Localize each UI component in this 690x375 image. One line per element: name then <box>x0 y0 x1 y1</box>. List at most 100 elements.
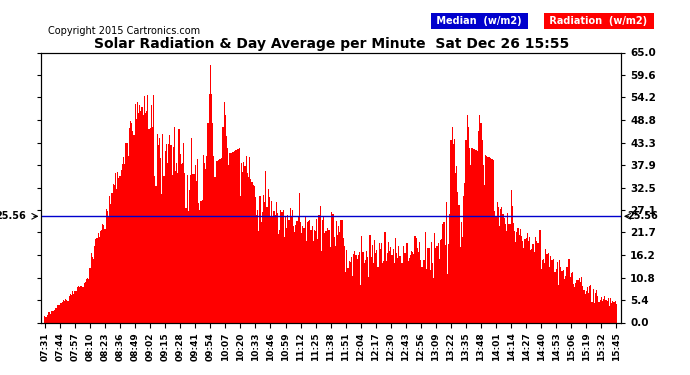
Bar <box>337 235 338 322</box>
Bar <box>526 232 528 322</box>
Bar <box>338 226 339 322</box>
Bar <box>141 108 143 322</box>
Bar <box>195 165 196 322</box>
Bar <box>365 260 366 322</box>
Bar <box>405 253 406 322</box>
Bar <box>588 293 589 322</box>
Bar <box>497 207 499 322</box>
Bar <box>603 299 604 322</box>
Bar <box>549 267 550 322</box>
Bar <box>55 309 56 322</box>
Bar <box>132 131 133 322</box>
Bar <box>339 232 340 322</box>
Bar <box>552 260 553 322</box>
Bar <box>559 260 560 322</box>
Bar <box>277 213 278 322</box>
Bar <box>355 255 357 322</box>
Bar <box>50 314 51 322</box>
Bar <box>586 291 587 322</box>
Bar <box>112 183 114 322</box>
Bar <box>437 243 439 322</box>
Bar <box>183 142 184 322</box>
Bar <box>501 207 502 322</box>
Bar <box>610 298 611 322</box>
Bar <box>119 176 121 322</box>
Bar <box>382 262 383 322</box>
Bar <box>48 312 49 322</box>
Text: Median  (w/m2): Median (w/m2) <box>433 16 525 26</box>
Bar <box>290 216 292 322</box>
Bar <box>573 284 574 322</box>
Bar <box>212 123 213 322</box>
Bar <box>381 243 382 322</box>
Bar <box>598 302 600 322</box>
Bar <box>458 205 460 322</box>
Bar <box>494 211 495 322</box>
Bar <box>126 143 128 322</box>
Bar <box>47 315 48 322</box>
Bar <box>285 217 286 322</box>
Bar <box>333 237 335 322</box>
Bar <box>189 190 190 322</box>
Bar <box>51 311 52 322</box>
Bar <box>300 222 301 322</box>
Bar <box>524 239 526 322</box>
Bar <box>515 242 516 322</box>
Bar <box>299 193 300 322</box>
Bar <box>87 278 88 322</box>
Bar <box>464 183 465 322</box>
Bar <box>489 157 490 322</box>
Bar <box>265 171 266 322</box>
Bar <box>455 173 456 322</box>
Bar <box>398 246 400 322</box>
Bar <box>77 287 78 322</box>
Bar <box>495 217 497 322</box>
Bar <box>477 151 478 322</box>
Bar <box>345 273 346 322</box>
Bar <box>191 138 193 322</box>
Bar <box>172 147 174 322</box>
Bar <box>199 210 201 322</box>
Bar <box>66 300 68 322</box>
Bar <box>346 250 347 322</box>
Bar <box>57 305 58 322</box>
Bar <box>83 284 85 322</box>
Bar <box>100 231 101 322</box>
Bar <box>454 139 455 322</box>
Bar <box>186 175 188 322</box>
Bar <box>461 222 462 322</box>
Bar <box>80 286 81 322</box>
Bar <box>78 286 79 322</box>
Bar <box>217 160 218 322</box>
Bar <box>537 243 538 322</box>
Bar <box>589 286 591 322</box>
Bar <box>227 148 228 322</box>
Bar <box>486 156 487 322</box>
Bar <box>313 241 314 322</box>
Bar <box>110 204 111 322</box>
Bar <box>528 242 529 322</box>
Bar <box>609 306 610 322</box>
Bar <box>451 127 453 322</box>
Bar <box>328 230 329 322</box>
Bar <box>282 212 283 322</box>
Bar <box>116 189 117 322</box>
Bar <box>90 254 92 322</box>
Bar <box>465 140 466 322</box>
Bar <box>462 237 463 322</box>
Bar <box>167 163 168 322</box>
Bar <box>235 150 237 322</box>
Bar <box>188 211 189 322</box>
Bar <box>321 251 322 322</box>
Bar <box>342 220 343 322</box>
Bar <box>604 296 605 322</box>
Bar <box>250 179 251 322</box>
Bar <box>308 220 309 322</box>
Bar <box>499 226 500 322</box>
Bar <box>413 254 415 322</box>
Bar <box>210 65 211 322</box>
Bar <box>247 173 248 322</box>
Bar <box>148 129 150 322</box>
Bar <box>306 242 307 322</box>
Text: Radiation  (w/m2): Radiation (w/m2) <box>546 16 651 26</box>
